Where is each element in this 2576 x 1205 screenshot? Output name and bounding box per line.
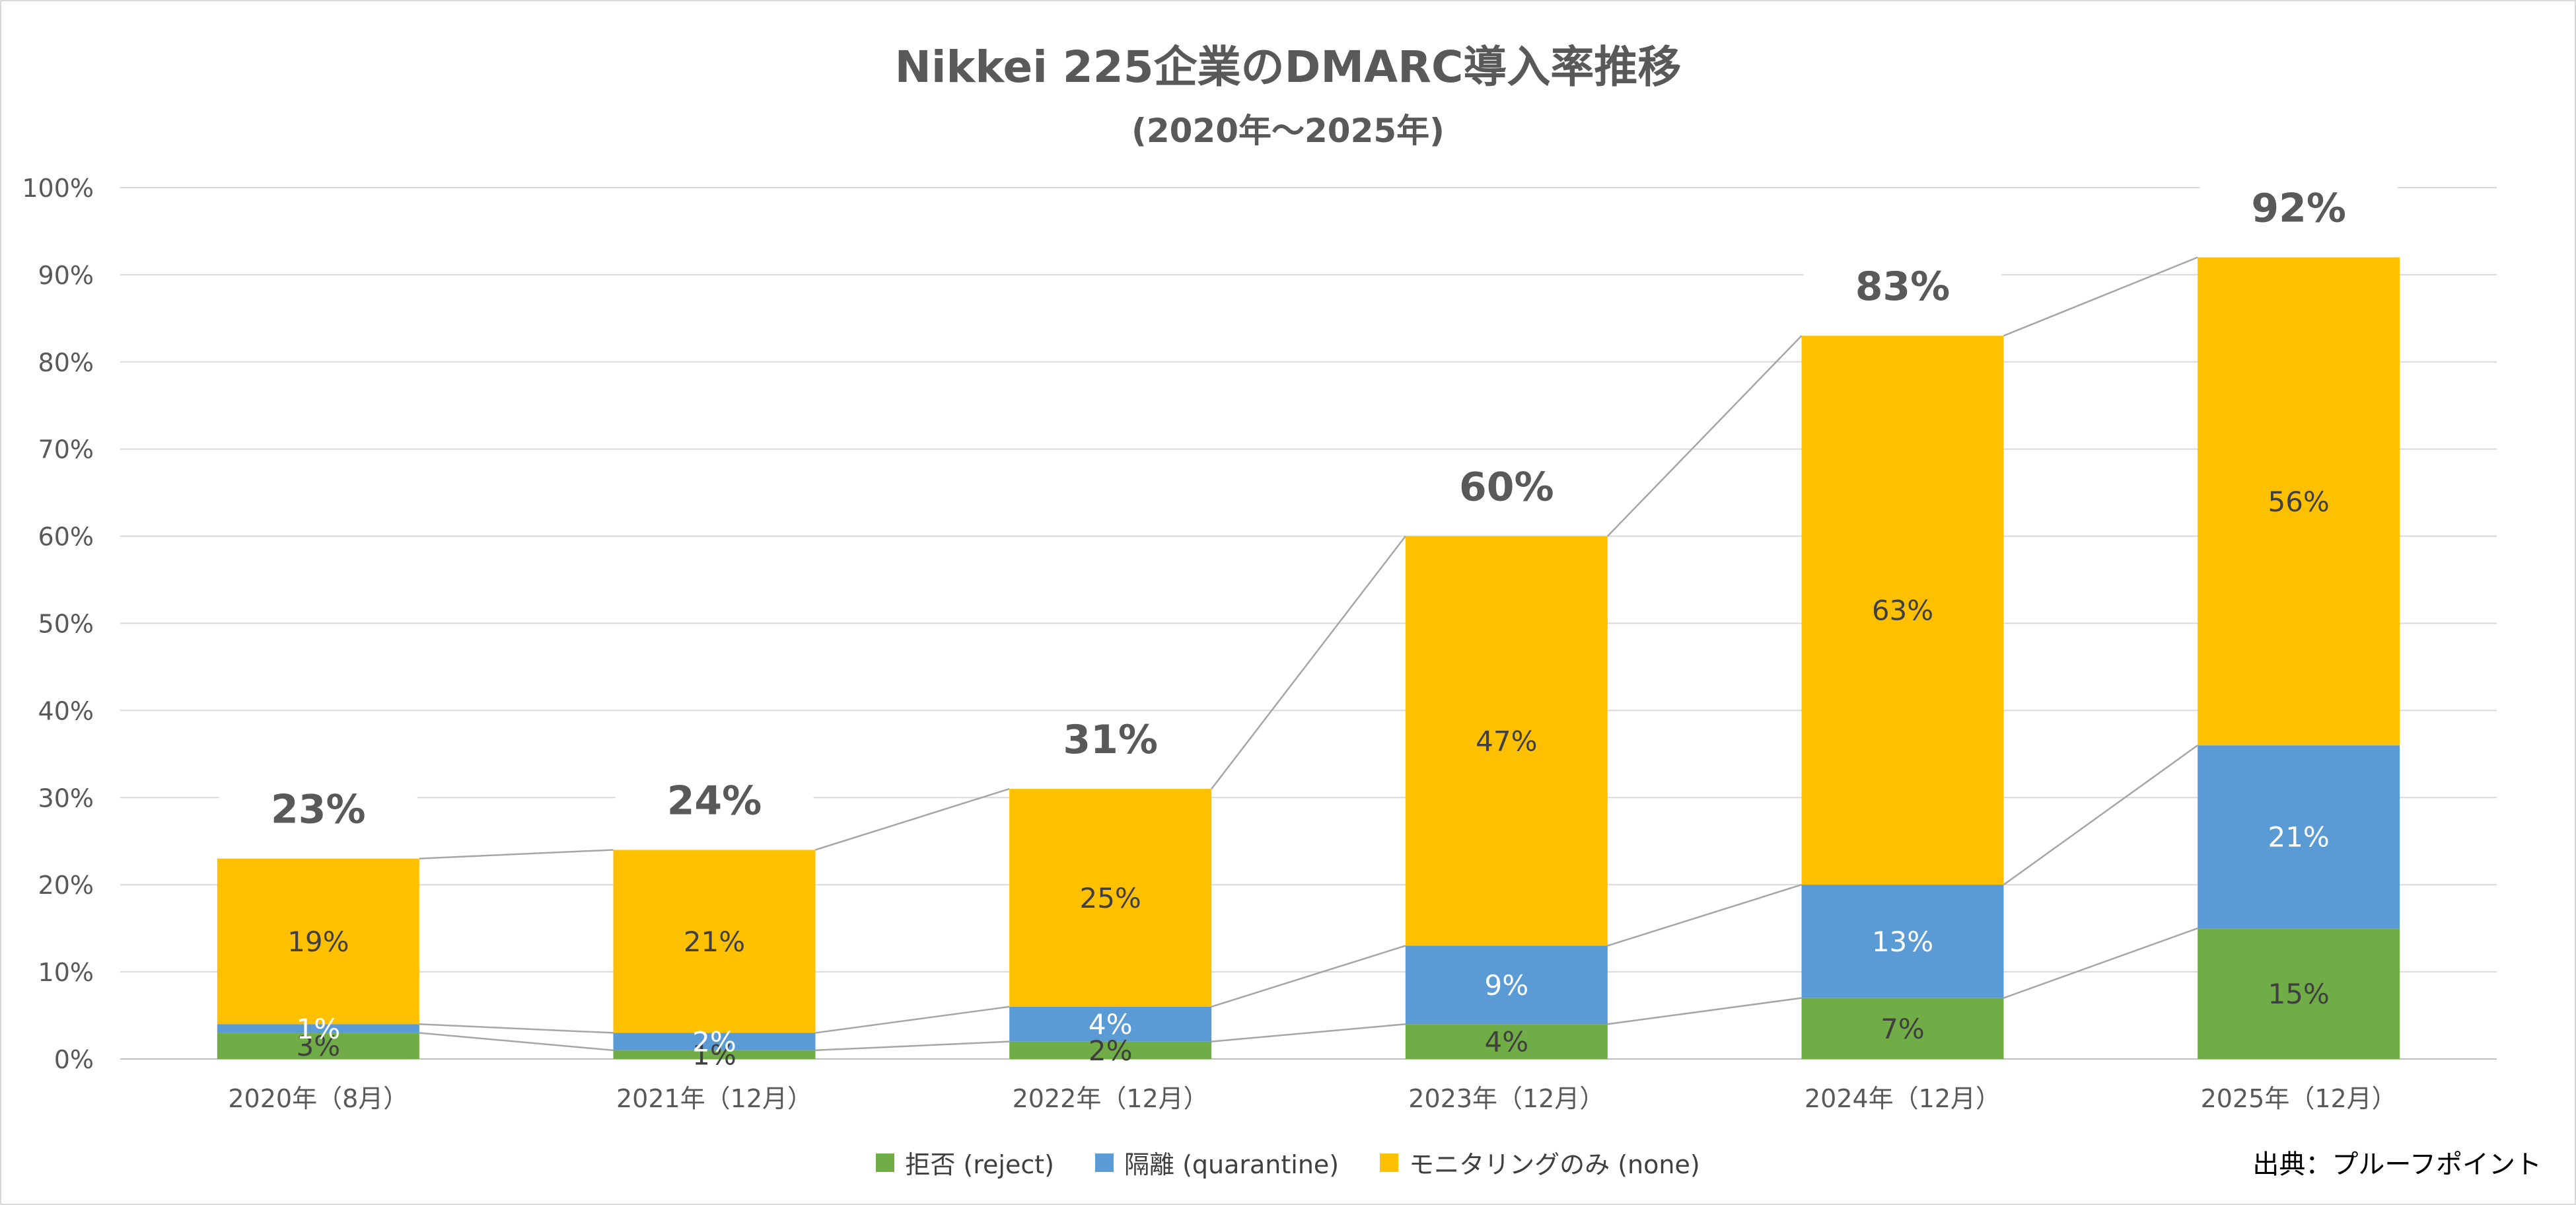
- series-connector-line: [419, 1023, 614, 1034]
- bar-segment: [217, 858, 419, 1025]
- bar-total-label: 60%: [1459, 464, 1554, 511]
- y-tick-label: 30%: [38, 784, 94, 813]
- x-tick-label: 2023年（12月）: [1408, 1084, 1604, 1113]
- bar-segment: [613, 850, 816, 1033]
- stacked-bar-chart: 0%10%20%30%40%50%60%70%80%90%100%3%1%19%…: [22, 174, 2497, 1113]
- y-tick-label: 80%: [38, 348, 94, 377]
- source-note: 出典：プルーフポイント: [2252, 1150, 2542, 1180]
- x-tick-label: 2021年（12月）: [616, 1084, 812, 1113]
- total-label-background: [1803, 262, 2002, 318]
- total-label-background: [1011, 715, 1210, 771]
- y-tick-label: 0%: [54, 1045, 94, 1074]
- bar-segment: [1405, 536, 1608, 946]
- bar-data-label: 4%: [1089, 1008, 1133, 1041]
- x-tick-label: 2022年（12月）: [1013, 1084, 1209, 1113]
- bar-segment: [613, 1033, 816, 1050]
- x-tick-label: 2025年（12月）: [2201, 1084, 2397, 1113]
- bar-total-label: 24%: [667, 778, 762, 824]
- bar-data-label: 4%: [1485, 1026, 1529, 1058]
- y-tick-label: 70%: [38, 435, 94, 464]
- y-tick-label: 60%: [38, 523, 94, 552]
- bar-data-label: 9%: [1485, 969, 1529, 1002]
- y-tick-label: 40%: [38, 696, 94, 725]
- series-connector-line: [419, 1032, 614, 1052]
- y-tick-label: 10%: [38, 958, 94, 987]
- legend-item: モニタリングのみ (none): [1380, 1144, 1700, 1181]
- total-label-background: [615, 776, 814, 832]
- bar-data-label: 15%: [2268, 978, 2329, 1010]
- bar-data-label: 7%: [1880, 1013, 1925, 1045]
- x-tick-label: 2020年（8月）: [228, 1084, 408, 1113]
- bar-total-label: 92%: [2251, 186, 2346, 232]
- legend-swatch: [876, 1153, 895, 1172]
- y-tick-label: 20%: [38, 871, 94, 900]
- legend-label: モニタリングのみ (none): [1409, 1150, 1700, 1179]
- chart-title: Nikkei 225企業のDMARC導入率推移: [894, 42, 1682, 92]
- bar-total-label: 23%: [271, 787, 366, 833]
- bar-data-label: 13%: [1872, 926, 1933, 958]
- bar-segment: [1801, 336, 2004, 885]
- bar-segment: [217, 1024, 419, 1033]
- bar-data-label: 1%: [297, 1013, 341, 1045]
- series-connector-line: [1606, 335, 1803, 537]
- bar-data-label: 21%: [684, 926, 745, 958]
- bar-segment: [1009, 789, 1212, 1007]
- legend-item: 隔離 (quarantine): [1094, 1144, 1340, 1181]
- x-tick-label: 2024年（12月）: [1805, 1084, 2001, 1113]
- legend-label: 拒否 (reject): [905, 1150, 1054, 1179]
- legend-swatch: [1380, 1153, 1399, 1172]
- series-connector-line: [2003, 745, 2198, 886]
- bar-segment: [1405, 945, 1608, 1025]
- bar-segment: [1801, 998, 2004, 1059]
- bar-data-label: 19%: [287, 926, 349, 958]
- bar-segment: [1009, 1041, 1212, 1059]
- series-connector-line: [2003, 927, 2198, 999]
- bar-segment: [1801, 885, 2004, 998]
- bar-segment: [2198, 257, 2400, 746]
- series-connector-line: [1211, 945, 1406, 1008]
- total-label-background: [219, 784, 417, 840]
- bar-segment: [613, 1050, 816, 1059]
- series-connector-line: [815, 1005, 1010, 1034]
- legend-item: 拒否 (reject): [876, 1144, 1054, 1181]
- chart-legend: 拒否 (reject) 隔離 (quarantine) モニタリングのみ (none…: [0, 1144, 2576, 1181]
- bar-total-label: 31%: [1063, 717, 1158, 763]
- series-connector-line: [815, 787, 1010, 851]
- series-connector-line: [1211, 535, 1406, 789]
- bar-segment: [2198, 928, 2400, 1059]
- bar-data-label: 2%: [692, 1026, 736, 1058]
- bar-data-label: 1%: [692, 1039, 736, 1071]
- chart-subtitle: (2020年～2025年): [1131, 112, 1445, 150]
- series-connector-line: [419, 849, 614, 859]
- bar-segment: [2198, 745, 2400, 929]
- bar-data-label: 47%: [1476, 725, 1537, 758]
- series-connector-line: [1211, 1023, 1406, 1042]
- bar-data-label: 2%: [1089, 1035, 1133, 1067]
- bar-segment: [1009, 1006, 1212, 1042]
- bar-data-label: 25%: [1079, 882, 1141, 914]
- y-tick-label: 90%: [38, 261, 94, 290]
- total-label-background: [1407, 462, 1606, 518]
- y-tick-label: 50%: [38, 610, 94, 639]
- series-connector-line: [1607, 884, 1802, 947]
- legend-swatch: [1094, 1153, 1114, 1172]
- legend-label: 隔離 (quarantine): [1124, 1150, 1340, 1179]
- bar-segment: [1405, 1024, 1608, 1059]
- total-label-background: [2200, 183, 2398, 239]
- bar-data-label: 21%: [2268, 821, 2329, 854]
- series-connector-line: [1607, 997, 1802, 1025]
- bar-total-label: 83%: [1855, 264, 1950, 310]
- bar-segment: [217, 1033, 419, 1059]
- bar-data-label: 3%: [297, 1030, 341, 1062]
- series-connector-line: [815, 1041, 1010, 1052]
- bar-data-label: 63%: [1872, 595, 1933, 627]
- series-connector-line: [2003, 256, 2198, 337]
- bar-data-label: 56%: [2268, 486, 2329, 518]
- y-tick-label: 100%: [22, 174, 94, 203]
